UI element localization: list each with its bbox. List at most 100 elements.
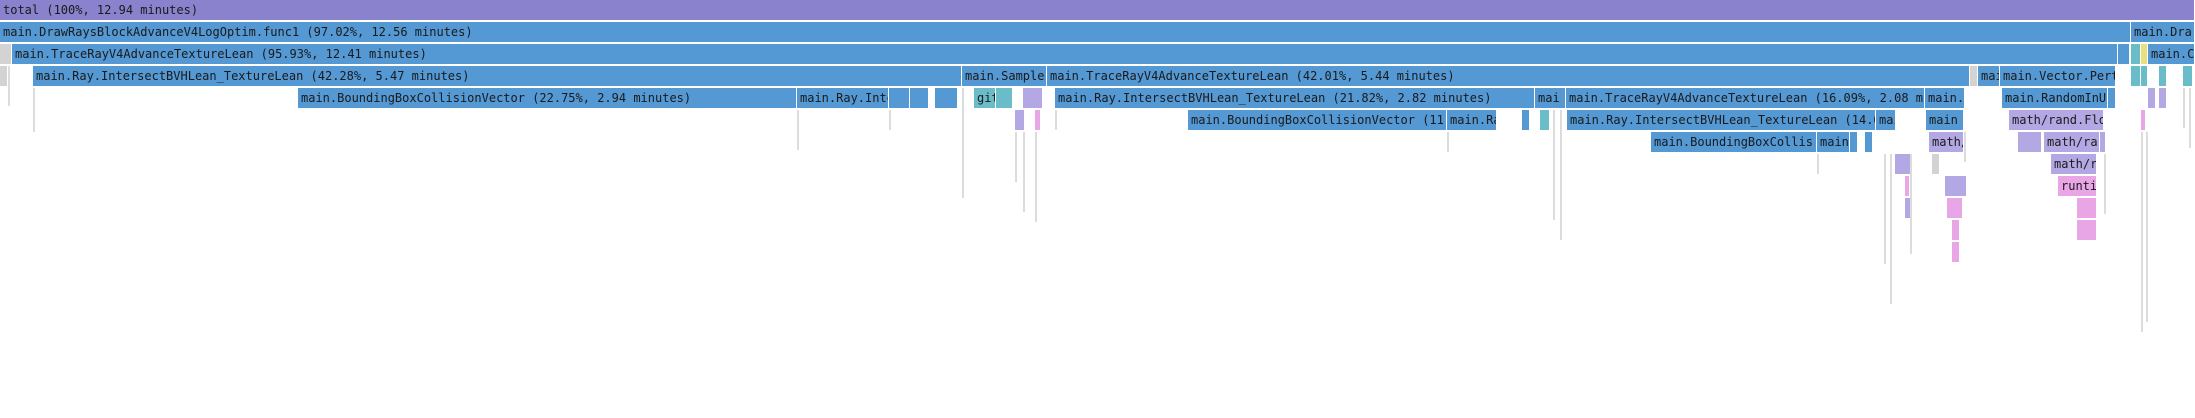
flame-frame-label: mai [1981,69,1999,83]
flame-frame[interactable] [889,88,910,109]
flame-frame[interactable]: main.TraceRayV4AdvanceTextureLean (16.09… [1566,88,1925,109]
flame-frame[interactable]: main.Ray.IntersectBVHLean_TextureLean (1… [1567,110,1876,131]
flame-frame[interactable] [996,88,1013,109]
flame-frame[interactable] [0,66,8,87]
flame-frame-label: total (100%, 12.94 minutes) [3,3,199,17]
flame-frame[interactable] [2159,88,2167,109]
flame-frame[interactable]: math/ra [2051,154,2097,175]
flame-frame[interactable] [1035,110,1041,131]
flame-frame[interactable]: main.Sampler [962,66,1047,87]
flame-tick [2146,132,2148,322]
flame-frame[interactable] [935,88,958,109]
flame-frame[interactable]: runti [2058,176,2097,197]
flame-frame[interactable]: math/rand.Floa [2009,110,2104,131]
flame-frame[interactable]: main.BoundingBoxCollis [1651,132,1817,153]
flame-tick [889,110,891,130]
flame-tick [2141,132,2143,332]
flame-frame-label: main.BoundingBoxCollisionVector (22.75%,… [301,91,692,105]
flame-tick [797,110,799,150]
flame-frame[interactable]: main.Vector.Pertu [2000,66,2116,87]
flame-frame[interactable]: main [1817,132,1850,153]
flame-frame-label: main.Dra [2134,25,2192,39]
flame-tick [2104,154,2106,214]
flame-frame[interactable] [1850,132,1858,153]
flame-frame[interactable]: total (100%, 12.94 minutes) [0,0,2195,21]
flame-frame[interactable] [2141,110,2146,131]
flame-frame[interactable]: main.V [1925,88,1965,109]
flame-frame[interactable] [1970,66,1978,87]
flame-frame[interactable]: main.Ray.Inte [797,88,889,109]
flame-frame[interactable] [1947,198,1963,219]
flame-frame[interactable] [1905,176,1910,197]
flame-frame[interactable] [1865,132,1873,153]
flame-frame-label: main.Ray.IntersectBVHLean_TextureLean (2… [1058,91,1492,105]
flame-tick [1055,110,1057,130]
flame-frame-label: main.Ray.Inte [800,91,889,105]
flame-frame[interactable]: main.Dra [2131,22,2195,43]
flame-frame[interactable] [2100,132,2106,153]
flame-tick [2183,88,2185,128]
flame-frame-label: main.Ra [1450,113,1497,127]
flame-tick [962,88,964,198]
flame-frame[interactable] [1932,154,1940,175]
flame-frame[interactable]: mai [1535,88,1566,109]
flame-frame-label: runti [2061,179,2097,193]
flame-frame-label: main.BoundingBoxCollis [1654,135,1813,149]
flame-frame[interactable]: main.C [2148,44,2195,65]
flame-frame-label: main.TraceRayV4AdvanceTextureLean (42.01… [1050,69,1455,83]
flame-frame[interactable] [2131,66,2141,87]
flame-frame-label: main.C [2151,47,2195,61]
flame-frame[interactable]: main.Ray.IntersectBVHLean_TextureLean (4… [33,66,962,87]
flame-frame[interactable]: main.BoundingBoxCollisionVector (11.7 [1188,110,1447,131]
flame-tick [1884,154,1886,264]
flame-frame[interactable] [2118,44,2130,65]
flame-frame-label: main.Ray.IntersectBVHLean_TextureLean (1… [1570,113,1876,127]
flame-frame[interactable] [1895,154,1913,175]
flame-frame[interactable] [1945,176,1967,197]
flame-frame-label: main [1929,113,1958,127]
flame-frame[interactable] [1540,110,1550,131]
flame-tick [1890,154,1892,304]
flame-frame[interactable] [2077,198,2097,219]
flame-frame[interactable] [2018,132,2042,153]
flame-frame[interactable] [1023,88,1043,109]
flame-frame[interactable]: math/ [1929,132,1964,153]
flame-frame[interactable] [2183,66,2193,87]
flame-frame-label: math/rand.Floa [2012,113,2104,127]
flame-frame[interactable] [2159,66,2167,87]
flame-frame[interactable]: main.Ra [1447,110,1497,131]
flame-frame[interactable] [2131,44,2141,65]
flame-frame[interactable]: main.BoundingBoxCollisionVector (22.75%,… [298,88,797,109]
flame-frame[interactable] [1905,198,1913,219]
flame-frame[interactable]: mai [1978,66,2000,87]
flame-frame[interactable] [1952,220,1960,241]
flame-frame[interactable] [1015,110,1025,131]
flame-frame[interactable]: main [1926,110,1964,131]
flame-tick [8,66,10,106]
flame-frame[interactable]: math/ra [2044,132,2100,153]
flame-frame[interactable] [2148,88,2156,109]
flame-frame[interactable] [0,44,12,65]
flame-frame[interactable]: main.TraceRayV4AdvanceTextureLean (42.01… [1047,66,1970,87]
flame-frame[interactable] [2108,88,2116,109]
flame-frame[interactable] [2141,66,2148,87]
flame-frame-label: main [1820,135,1849,149]
flame-frame[interactable] [910,88,929,109]
flame-frame[interactable]: git [974,88,996,109]
flame-frame[interactable]: main.RandomInUn [2002,88,2108,109]
flame-frame[interactable]: main.DrawRaysBlockAdvanceV4LogOptim.func… [0,22,2131,43]
flame-frame-label: main.TraceRayV4AdvanceTextureLean (16.09… [1569,91,1925,105]
flame-frame[interactable]: main.Ray.IntersectBVHLean_TextureLean (2… [1055,88,1535,109]
flame-frame[interactable]: main.TraceRayV4AdvanceTextureLean (95.93… [12,44,2118,65]
flame-frame[interactable] [2141,44,2148,65]
flame-frame[interactable]: mai [1876,110,1896,131]
flame-frame-label: git [977,91,995,105]
flame-frame[interactable] [1522,110,1530,131]
flame-frame-label: mai [1538,91,1560,105]
flame-tick [33,88,35,132]
flame-tick [1817,154,1819,174]
flame-frame-label: main.V [1928,91,1965,105]
flame-frame[interactable] [1952,242,1960,263]
flame-frame[interactable] [2077,220,2097,241]
